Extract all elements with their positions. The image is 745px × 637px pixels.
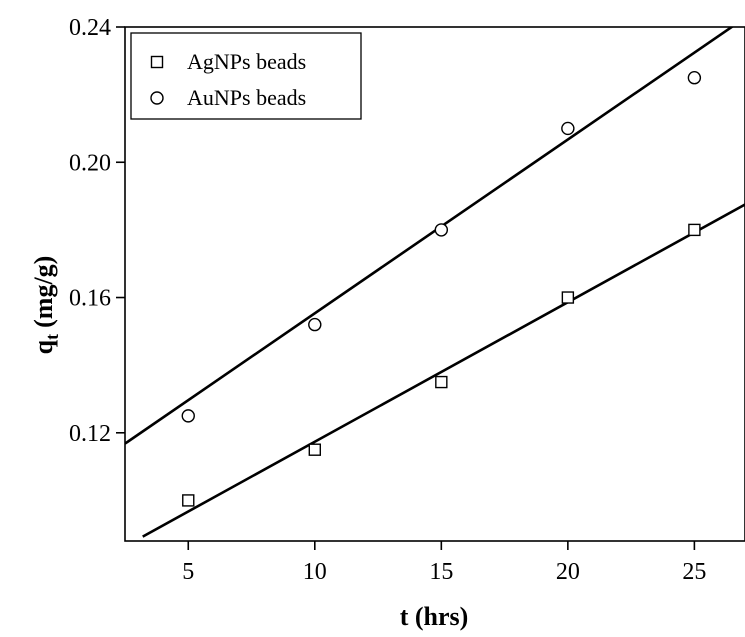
legend-label: AuNPs beads <box>187 85 306 110</box>
y-axis-title-unit: (mg/g) <box>29 256 58 328</box>
data-point-series-2 <box>561 121 575 136</box>
fit-line-series-1 <box>142 203 745 538</box>
data-point-series-1 <box>308 443 321 456</box>
y-axis-title: qt (mg/g) <box>29 256 62 355</box>
x-axis-title: t (hrs) <box>400 602 469 631</box>
x-tick-label: 15 <box>429 559 453 585</box>
legend-marker-square <box>150 55 164 69</box>
y-tick-label: 0.24 <box>69 15 111 41</box>
y-axis-title-main: q <box>29 339 58 354</box>
plot-area-frame <box>124 26 745 542</box>
data-point-series-1 <box>182 494 195 507</box>
x-tick-label: 5 <box>182 559 194 585</box>
data-point-series-2 <box>687 71 702 85</box>
data-point-series-2 <box>434 223 449 237</box>
legend-marker-circle <box>150 91 164 105</box>
x-tick-label: 25 <box>682 559 706 585</box>
y-axis-title-subscript: t <box>42 334 62 340</box>
y-tick-label: 0.20 <box>69 150 111 176</box>
legend-box <box>130 32 362 120</box>
y-tick-label: 0.12 <box>69 421 111 447</box>
data-point-series-1 <box>688 223 701 237</box>
legend-label: AgNPs beads <box>187 49 306 74</box>
data-point-series-2 <box>181 409 195 423</box>
x-tick-label: 10 <box>303 559 327 585</box>
data-point-series-1 <box>435 375 448 389</box>
data-point-series-1 <box>561 291 575 304</box>
x-tick-label: 20 <box>556 559 580 585</box>
svg-text:qt(mg/g): qt (mg/g) <box>29 256 62 355</box>
y-tick-label: 0.16 <box>69 286 111 312</box>
data-point-series-2 <box>308 317 322 332</box>
